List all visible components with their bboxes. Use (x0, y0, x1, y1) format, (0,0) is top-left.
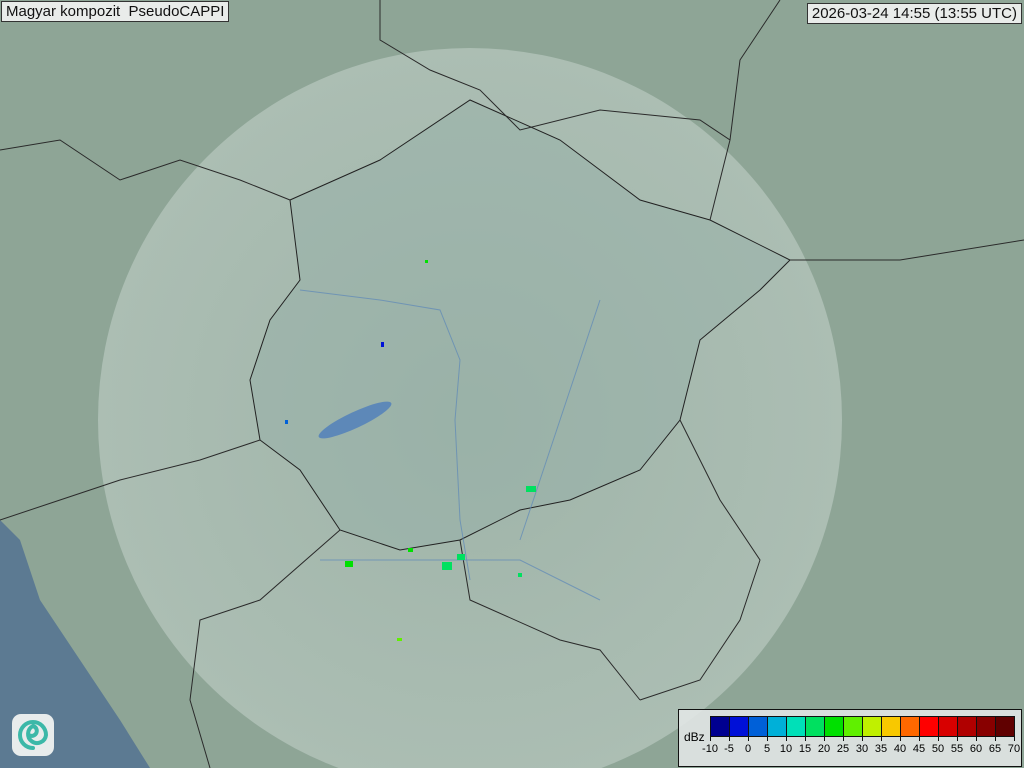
tick-mark (862, 736, 863, 741)
tick-label: 55 (950, 743, 964, 755)
tick-mark (805, 736, 806, 741)
product-title: Magyar kompozit PseudoCAPPI (1, 1, 230, 22)
tick-label: 5 (763, 743, 771, 755)
color-bin (825, 717, 844, 736)
color-scale (710, 716, 1015, 737)
color-bin (749, 717, 768, 736)
color-bin (996, 717, 1014, 736)
hungary-border (249, 99, 791, 551)
tick-mark (995, 736, 996, 741)
tick-mark (710, 736, 711, 741)
tick-mark (919, 736, 920, 741)
color-bin (901, 717, 920, 736)
tick-label: 65 (988, 743, 1002, 755)
color-bin (711, 717, 730, 736)
color-bin (920, 717, 939, 736)
legend-ticks: -10 -5 0 5 10 15 20 25 30 35 40 45 50 55 60 65 70 (702, 736, 1021, 764)
tick-label: 40 (893, 743, 907, 755)
tick-label: 45 (912, 743, 926, 755)
color-bin (977, 717, 996, 736)
tick-label: 30 (855, 743, 869, 755)
tick-mark (976, 736, 977, 741)
color-bin (882, 717, 901, 736)
legend-unit: dBz (684, 730, 705, 744)
lake-balaton (318, 401, 392, 439)
tick-mark (786, 736, 787, 741)
dbz-legend: dBz -10 -5 0 5 10 15 20 25 30 35 40 45 50 55 60 65 70 (678, 709, 1022, 767)
tick-label: -10 (702, 743, 718, 755)
tick-mark (767, 736, 768, 741)
tick-label: 25 (836, 743, 850, 755)
tick-mark (900, 736, 901, 741)
tick-label: -5 (724, 743, 734, 755)
tick-label: 15 (798, 743, 812, 755)
color-bin (958, 717, 977, 736)
tick-label: 0 (744, 743, 752, 755)
tick-mark (881, 736, 882, 741)
color-bin (768, 717, 787, 736)
tick-mark (1014, 736, 1015, 741)
tick-label: 35 (874, 743, 888, 755)
adriatic-sea (0, 520, 150, 768)
tick-label: 50 (931, 743, 945, 755)
color-bin (787, 717, 806, 736)
timestamp: 2026-03-24 14:55 (13:55 UTC) (806, 3, 1022, 24)
tick-mark (938, 736, 939, 741)
tick-mark (729, 736, 730, 741)
tick-label: 60 (969, 743, 983, 755)
color-bin (730, 717, 749, 736)
tick-label: 10 (779, 743, 793, 755)
color-bin (863, 717, 882, 736)
tick-mark (748, 736, 749, 741)
radar-echoes (285, 260, 536, 641)
color-bin (806, 717, 825, 736)
tick-mark (843, 736, 844, 741)
tick-label: 20 (817, 743, 831, 755)
tick-mark (824, 736, 825, 741)
color-bin (844, 717, 863, 736)
tick-label: 70 (1007, 743, 1021, 755)
color-bin (939, 717, 958, 736)
tick-mark (957, 736, 958, 741)
swirl-logo-icon (12, 714, 54, 756)
